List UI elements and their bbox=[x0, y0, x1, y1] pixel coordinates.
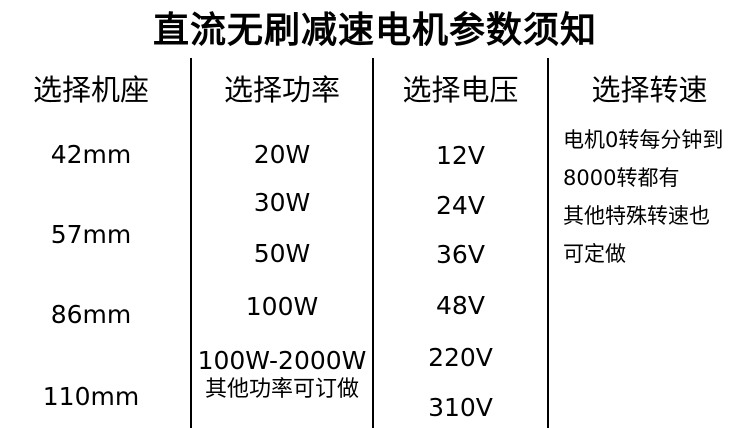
frame-size-option-86mm: 86mm bbox=[50, 300, 132, 329]
power-header: 选择功率 bbox=[223, 73, 340, 107]
voltage-header: 选择电压 bbox=[402, 73, 519, 107]
frame-size-option-110mm: 110mm bbox=[42, 382, 140, 411]
speed-note-line-3: 其他特殊转速也 bbox=[563, 204, 710, 228]
voltage-option-48v: 48V bbox=[436, 291, 485, 320]
power-option-20w: 20W bbox=[253, 140, 311, 169]
speed-note-line-1: 电机0转每分钟到 bbox=[563, 128, 724, 152]
voltage-option-12v: 12V bbox=[436, 141, 485, 170]
frame-size-option-42mm: 42mm bbox=[50, 140, 132, 169]
power-option-range: 100W-2000W bbox=[197, 346, 367, 375]
speed-header: 选择转速 bbox=[591, 73, 708, 107]
frame-size-option-57mm: 57mm bbox=[50, 220, 132, 249]
power-option-30w: 30W bbox=[253, 188, 311, 217]
voltage-option-24v: 24V bbox=[436, 191, 485, 220]
speed-note: 电机0转每分钟到 8000转都有 其他特殊转速也 可定做 bbox=[563, 121, 723, 273]
voltage-option-310v: 310V bbox=[428, 393, 493, 422]
speed-note-line-4: 可定做 bbox=[563, 242, 626, 266]
column-divider-1 bbox=[190, 58, 192, 428]
power-custom-note: 其他功率可订做 bbox=[204, 377, 359, 402]
power-option-100w: 100W bbox=[245, 292, 319, 321]
speed-note-line-2: 8000转都有 bbox=[563, 166, 680, 190]
frame-size-header: 选择机座 bbox=[32, 73, 149, 107]
power-option-50w: 50W bbox=[253, 239, 311, 268]
column-divider-3 bbox=[547, 58, 549, 428]
page-title: 直流无刷减速电机参数须知 bbox=[152, 10, 597, 51]
column-divider-2 bbox=[372, 58, 374, 428]
voltage-option-220v: 220V bbox=[428, 343, 493, 372]
voltage-option-36v: 36V bbox=[436, 240, 485, 269]
